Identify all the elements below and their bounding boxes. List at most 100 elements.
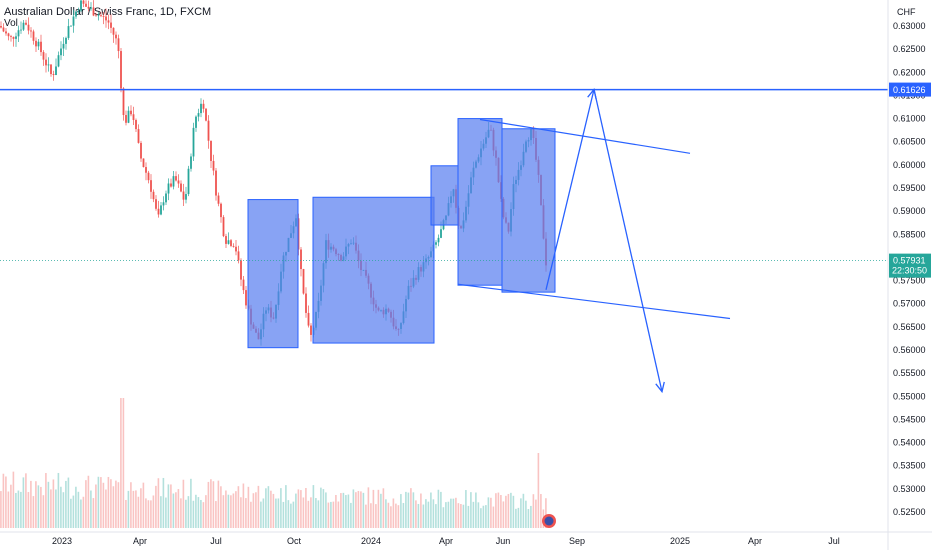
candle-body (202, 103, 205, 109)
candle-body (135, 119, 137, 130)
volume-bar (125, 499, 127, 528)
volume-bar (370, 503, 372, 528)
volume-bar (440, 491, 442, 528)
volume-bar (142, 482, 145, 528)
trend-line (479, 118, 691, 154)
volume-bar (485, 505, 487, 528)
candle-body (307, 312, 310, 326)
volume-bar (422, 504, 425, 528)
volume-bar (7, 491, 10, 528)
volume-bar (117, 482, 120, 528)
y-tick-label: 0.58500 (893, 229, 926, 239)
volume-bar (162, 477, 165, 528)
candle-body (85, 3, 87, 7)
candle-body (152, 191, 155, 200)
volume-bar (130, 482, 132, 528)
volume-bar (502, 501, 505, 528)
volume-bar (90, 490, 92, 528)
candle-body (172, 176, 175, 187)
volume-bar (215, 501, 217, 528)
volume-bar (200, 499, 202, 528)
volume-bar (75, 486, 77, 528)
volume-bar (102, 482, 105, 528)
drawings[interactable] (0, 87, 888, 528)
volume-bar (292, 501, 295, 528)
volume-bar (327, 502, 330, 528)
volume-bar (155, 485, 157, 528)
volume-bar (80, 499, 82, 528)
volume-bar (217, 480, 220, 528)
volume-bar (107, 476, 110, 528)
candle-body (47, 64, 50, 66)
volume-bar (340, 493, 342, 528)
candle-body (20, 29, 22, 31)
volume-bar (427, 501, 430, 528)
candle-body (45, 59, 47, 66)
volume-bar (85, 480, 87, 528)
volume-bar (345, 495, 347, 528)
candle-body (180, 183, 182, 192)
volume-bar (87, 475, 90, 528)
candle-body (162, 202, 165, 206)
volume-bar (467, 505, 470, 528)
volume-label: Vol (4, 18, 18, 29)
candle-body (130, 110, 132, 115)
volume-bar (257, 485, 260, 528)
y-tick-label: 0.52500 (893, 507, 926, 517)
volume-bar (145, 498, 147, 528)
volume-bar (70, 498, 72, 528)
candle-body (205, 108, 207, 121)
volume-bar (462, 504, 465, 528)
x-tick-label: Apr (748, 536, 762, 546)
volume-bar (300, 490, 302, 528)
volume-bar (530, 505, 532, 528)
volume-bar (305, 487, 307, 528)
volume-bar (82, 496, 85, 528)
candle-body (157, 208, 160, 215)
volume-bar (360, 491, 362, 528)
volume-bar (537, 453, 540, 528)
time-axis[interactable]: 2023 Apr Jul Oct 2024 Apr Jun Sep 2025 Apr Jul (0, 531, 932, 546)
candle-body (120, 51, 122, 89)
volume-bar (282, 501, 285, 528)
volume-bar (335, 494, 337, 528)
currency-label: CHF (897, 7, 916, 17)
candle-body (235, 246, 237, 252)
candle-body (77, 10, 80, 12)
volume-bar (375, 504, 377, 528)
candle-body (200, 103, 202, 114)
volume-bar (60, 486, 62, 528)
volume-bar (510, 492, 512, 528)
volume-bar (157, 478, 160, 528)
volume-bar (332, 501, 335, 528)
price-axis[interactable]: CHF0.630000.625000.620000.615000.610000.… (887, 0, 931, 550)
volume-bar (355, 492, 357, 528)
candle-body (72, 16, 75, 26)
volume-bar (62, 492, 65, 528)
volume-bar (367, 487, 370, 528)
volume-bar (42, 495, 45, 528)
volume-bar (10, 484, 12, 528)
event-icon-inner (544, 516, 554, 526)
candle-body (302, 269, 305, 294)
volume-bar (15, 492, 17, 528)
candle-body (80, 0, 82, 11)
x-tick-label: Jul (210, 536, 222, 546)
candle-body (187, 168, 190, 195)
candle-body (75, 11, 77, 17)
candle-body (225, 236, 227, 244)
volume-bar (275, 498, 277, 528)
y-tick-label: 0.56000 (893, 345, 926, 355)
volume-bar (210, 479, 212, 528)
volume-bar (350, 502, 352, 528)
volume-bar (260, 501, 262, 528)
candle-body (32, 31, 35, 41)
candle-body (42, 52, 45, 60)
y-tick-label: 0.59500 (893, 183, 926, 193)
x-tick-label: Jun (496, 536, 511, 546)
volume-bar (455, 497, 457, 528)
volume-bar (147, 500, 150, 528)
candle-body (97, 15, 100, 17)
volume-bar (202, 502, 205, 528)
